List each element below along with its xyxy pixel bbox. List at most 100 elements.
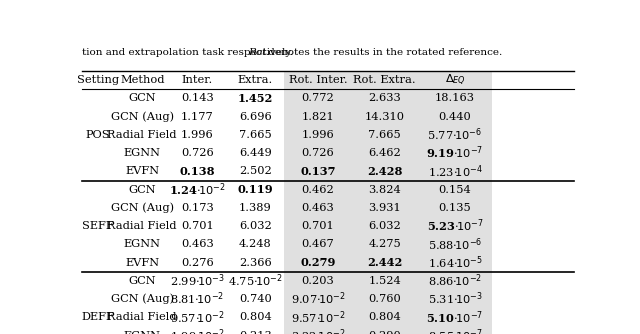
- Text: 0.143: 0.143: [181, 93, 214, 103]
- Text: EVFN: EVFN: [125, 258, 159, 268]
- Text: 2.442: 2.442: [367, 257, 403, 268]
- Bar: [419, 180, 492, 272]
- Bar: [351, 272, 419, 334]
- Text: 9.19$\cdot\!10^{-7}$: 9.19$\cdot\!10^{-7}$: [426, 145, 484, 161]
- Text: Method: Method: [120, 75, 164, 85]
- Text: GCN: GCN: [129, 276, 156, 286]
- Text: 0.772: 0.772: [301, 93, 334, 103]
- Text: 0.138: 0.138: [180, 166, 215, 177]
- Text: 5.77$\cdot\!10^{-6}$: 5.77$\cdot\!10^{-6}$: [428, 127, 483, 143]
- Text: 2.99$\cdot\!10^{-3}$: 2.99$\cdot\!10^{-3}$: [170, 273, 225, 289]
- Text: Rot. Extra.: Rot. Extra.: [353, 75, 416, 85]
- Text: 0.279: 0.279: [300, 257, 335, 268]
- Text: 1.177: 1.177: [181, 112, 214, 122]
- Text: 0.701: 0.701: [301, 221, 334, 231]
- Text: Rot.: Rot.: [248, 48, 270, 57]
- Text: 1.821: 1.821: [301, 112, 334, 122]
- Text: 1.452: 1.452: [237, 93, 273, 104]
- Text: 3.22$\cdot\!10^{-2}$: 3.22$\cdot\!10^{-2}$: [291, 327, 345, 334]
- Text: GCN (Aug): GCN (Aug): [111, 294, 174, 305]
- Text: 6.449: 6.449: [239, 148, 272, 158]
- Text: EGNN: EGNN: [124, 239, 161, 249]
- Text: 0.440: 0.440: [438, 112, 471, 122]
- Text: 3.824: 3.824: [369, 185, 401, 195]
- Bar: [351, 71, 419, 89]
- Text: 0.137: 0.137: [300, 166, 335, 177]
- Text: 0.701: 0.701: [181, 221, 214, 231]
- Text: 1.389: 1.389: [239, 203, 272, 213]
- Text: GCN (Aug): GCN (Aug): [111, 203, 174, 213]
- Text: DEFF: DEFF: [82, 312, 115, 322]
- Text: GCN: GCN: [129, 93, 156, 103]
- Bar: [351, 89, 419, 180]
- Text: 0.135: 0.135: [438, 203, 471, 213]
- Text: 9.07$\cdot\!10^{-2}$: 9.07$\cdot\!10^{-2}$: [291, 291, 345, 308]
- Text: 0.804: 0.804: [239, 312, 272, 322]
- Text: 18.163: 18.163: [435, 93, 475, 103]
- Text: 5.88$\cdot\!10^{-6}$: 5.88$\cdot\!10^{-6}$: [428, 236, 482, 253]
- Text: 0.804: 0.804: [369, 312, 401, 322]
- Text: 14.310: 14.310: [365, 112, 404, 122]
- Text: 0.740: 0.740: [239, 294, 272, 304]
- Text: Radial Field: Radial Field: [108, 312, 177, 322]
- Text: 3.931: 3.931: [369, 203, 401, 213]
- Text: 8.81$\cdot\!10^{-2}$: 8.81$\cdot\!10^{-2}$: [170, 291, 225, 308]
- Bar: [351, 180, 419, 272]
- Text: 0.760: 0.760: [369, 294, 401, 304]
- Bar: [284, 180, 351, 272]
- Text: 2.428: 2.428: [367, 166, 403, 177]
- Text: 0.119: 0.119: [237, 184, 273, 195]
- Text: 1.996: 1.996: [301, 130, 334, 140]
- Text: 6.462: 6.462: [369, 148, 401, 158]
- Text: 6.032: 6.032: [239, 221, 272, 231]
- Text: 0.463: 0.463: [181, 239, 214, 249]
- Text: 5.23$\cdot\!10^{-7}$: 5.23$\cdot\!10^{-7}$: [426, 218, 483, 234]
- Text: 0.173: 0.173: [181, 203, 214, 213]
- Text: 2.366: 2.366: [239, 258, 272, 268]
- Text: 8.86$\cdot\!10^{-2}$: 8.86$\cdot\!10^{-2}$: [428, 273, 482, 289]
- Text: 0.290: 0.290: [369, 331, 401, 334]
- Text: EGNN: EGNN: [124, 148, 161, 158]
- Text: 1.64$\cdot\!10^{-5}$: 1.64$\cdot\!10^{-5}$: [428, 255, 483, 271]
- Text: 2.633: 2.633: [369, 93, 401, 103]
- Text: Radial Field: Radial Field: [108, 130, 177, 140]
- Text: 5.10$\cdot\!10^{-7}$: 5.10$\cdot\!10^{-7}$: [426, 309, 484, 326]
- Text: 1.996: 1.996: [181, 130, 214, 140]
- Text: 6.032: 6.032: [369, 221, 401, 231]
- Text: 6.696: 6.696: [239, 112, 272, 122]
- Text: GCN: GCN: [129, 185, 156, 195]
- Text: 7.665: 7.665: [239, 130, 272, 140]
- Bar: [284, 71, 351, 89]
- Text: 4.275: 4.275: [369, 239, 401, 249]
- Text: 0.726: 0.726: [181, 148, 214, 158]
- Text: Rot. Inter.: Rot. Inter.: [289, 75, 347, 85]
- Text: Inter.: Inter.: [182, 75, 213, 85]
- Bar: [284, 272, 351, 334]
- Bar: [419, 89, 492, 180]
- Text: Extra.: Extra.: [237, 75, 273, 85]
- Text: GCN (Aug): GCN (Aug): [111, 111, 174, 122]
- Text: 0.463: 0.463: [301, 203, 334, 213]
- Text: 0.462: 0.462: [301, 185, 334, 195]
- Text: 0.276: 0.276: [181, 258, 214, 268]
- Text: EGNN: EGNN: [124, 331, 161, 334]
- Text: Radial Field: Radial Field: [108, 221, 177, 231]
- Text: tion and extrapolation task respectively.: tion and extrapolation task respectively…: [83, 48, 297, 57]
- Text: SEFF: SEFF: [82, 221, 114, 231]
- Text: 0.203: 0.203: [301, 276, 334, 286]
- Text: 1.524: 1.524: [369, 276, 401, 286]
- Text: 0.213: 0.213: [239, 331, 272, 334]
- Text: 4.248: 4.248: [239, 239, 272, 249]
- Text: 2.502: 2.502: [239, 166, 272, 176]
- Text: 0.154: 0.154: [438, 185, 471, 195]
- Text: 0.467: 0.467: [301, 239, 334, 249]
- Text: 8.55$\cdot\!10^{-7}$: 8.55$\cdot\!10^{-7}$: [428, 327, 483, 334]
- Text: 5.31$\cdot\!10^{-3}$: 5.31$\cdot\!10^{-3}$: [428, 291, 483, 308]
- Bar: [419, 272, 492, 334]
- Text: Setting: Setting: [77, 75, 119, 85]
- Text: 7.665: 7.665: [369, 130, 401, 140]
- Bar: [284, 89, 351, 180]
- Text: EVFN: EVFN: [125, 166, 159, 176]
- Text: $\Delta_{EQ}$: $\Delta_{EQ}$: [445, 72, 465, 88]
- Text: POS: POS: [86, 130, 111, 140]
